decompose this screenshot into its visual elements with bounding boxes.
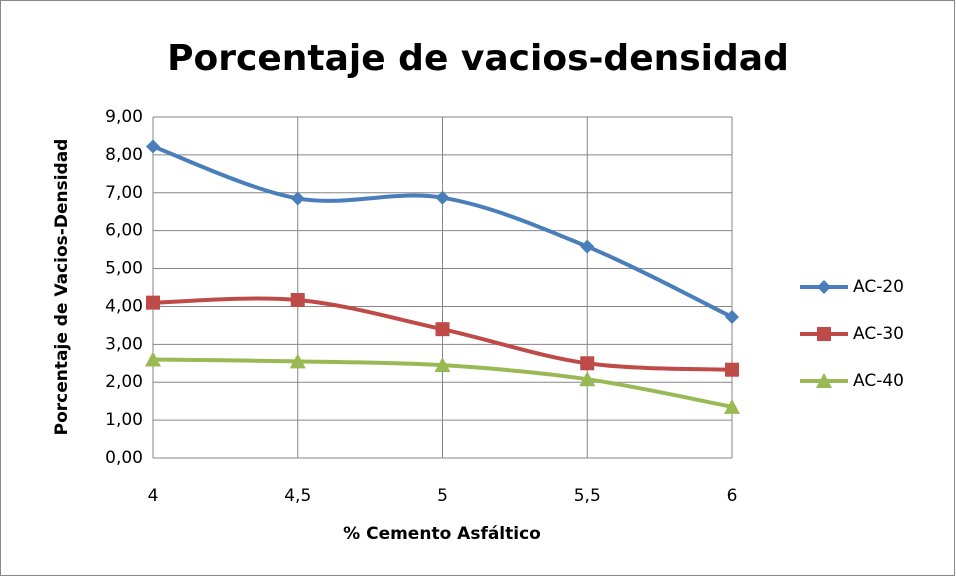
- marker: [435, 322, 450, 337]
- x-tick-label: 6: [727, 486, 738, 506]
- x-tick-label: 5: [437, 486, 448, 506]
- marker: [816, 373, 832, 388]
- marker: [724, 398, 740, 414]
- y-tick-label: 5,00: [105, 259, 143, 279]
- y-tick-label: 2,00: [105, 372, 143, 392]
- legend-label: AC-40: [853, 371, 904, 391]
- y-tick-label: 4,00: [105, 296, 143, 316]
- marker: [817, 280, 831, 294]
- y-tick-label: 9,00: [105, 107, 143, 127]
- marker: [145, 351, 161, 367]
- marker: [817, 327, 831, 341]
- marker: [146, 295, 160, 310]
- y-tick-label: 6,00: [105, 221, 143, 241]
- y-tick-label: 3,00: [105, 334, 143, 354]
- legend-label: AC-30: [853, 324, 904, 344]
- marker: [434, 357, 451, 373]
- marker: [579, 371, 596, 387]
- marker: [289, 353, 306, 369]
- chart-title: Porcentaje de vacios-densidad: [167, 38, 789, 79]
- y-tick-label: 1,00: [105, 410, 143, 430]
- y-tick-label: 7,00: [105, 183, 143, 203]
- marker: [725, 310, 739, 325]
- x-tick-label: 4,5: [284, 486, 311, 506]
- marker: [290, 293, 305, 308]
- x-tick-label: 5,5: [574, 486, 601, 506]
- y-axis-label: Porcentaje de Vacios-Densidad: [52, 139, 72, 436]
- y-tick-label: 8,00: [105, 145, 143, 165]
- x-tick-label: 4: [148, 486, 159, 506]
- x-axis-label: % Cemento Asfáltico: [343, 524, 541, 544]
- legend-label: AC-20: [853, 277, 904, 297]
- marker: [290, 191, 305, 206]
- marker: [580, 239, 595, 254]
- marker: [435, 190, 450, 205]
- y-tick-label: 0,00: [105, 448, 143, 468]
- marker: [725, 362, 739, 377]
- marker: [580, 356, 595, 371]
- marker: [146, 139, 160, 154]
